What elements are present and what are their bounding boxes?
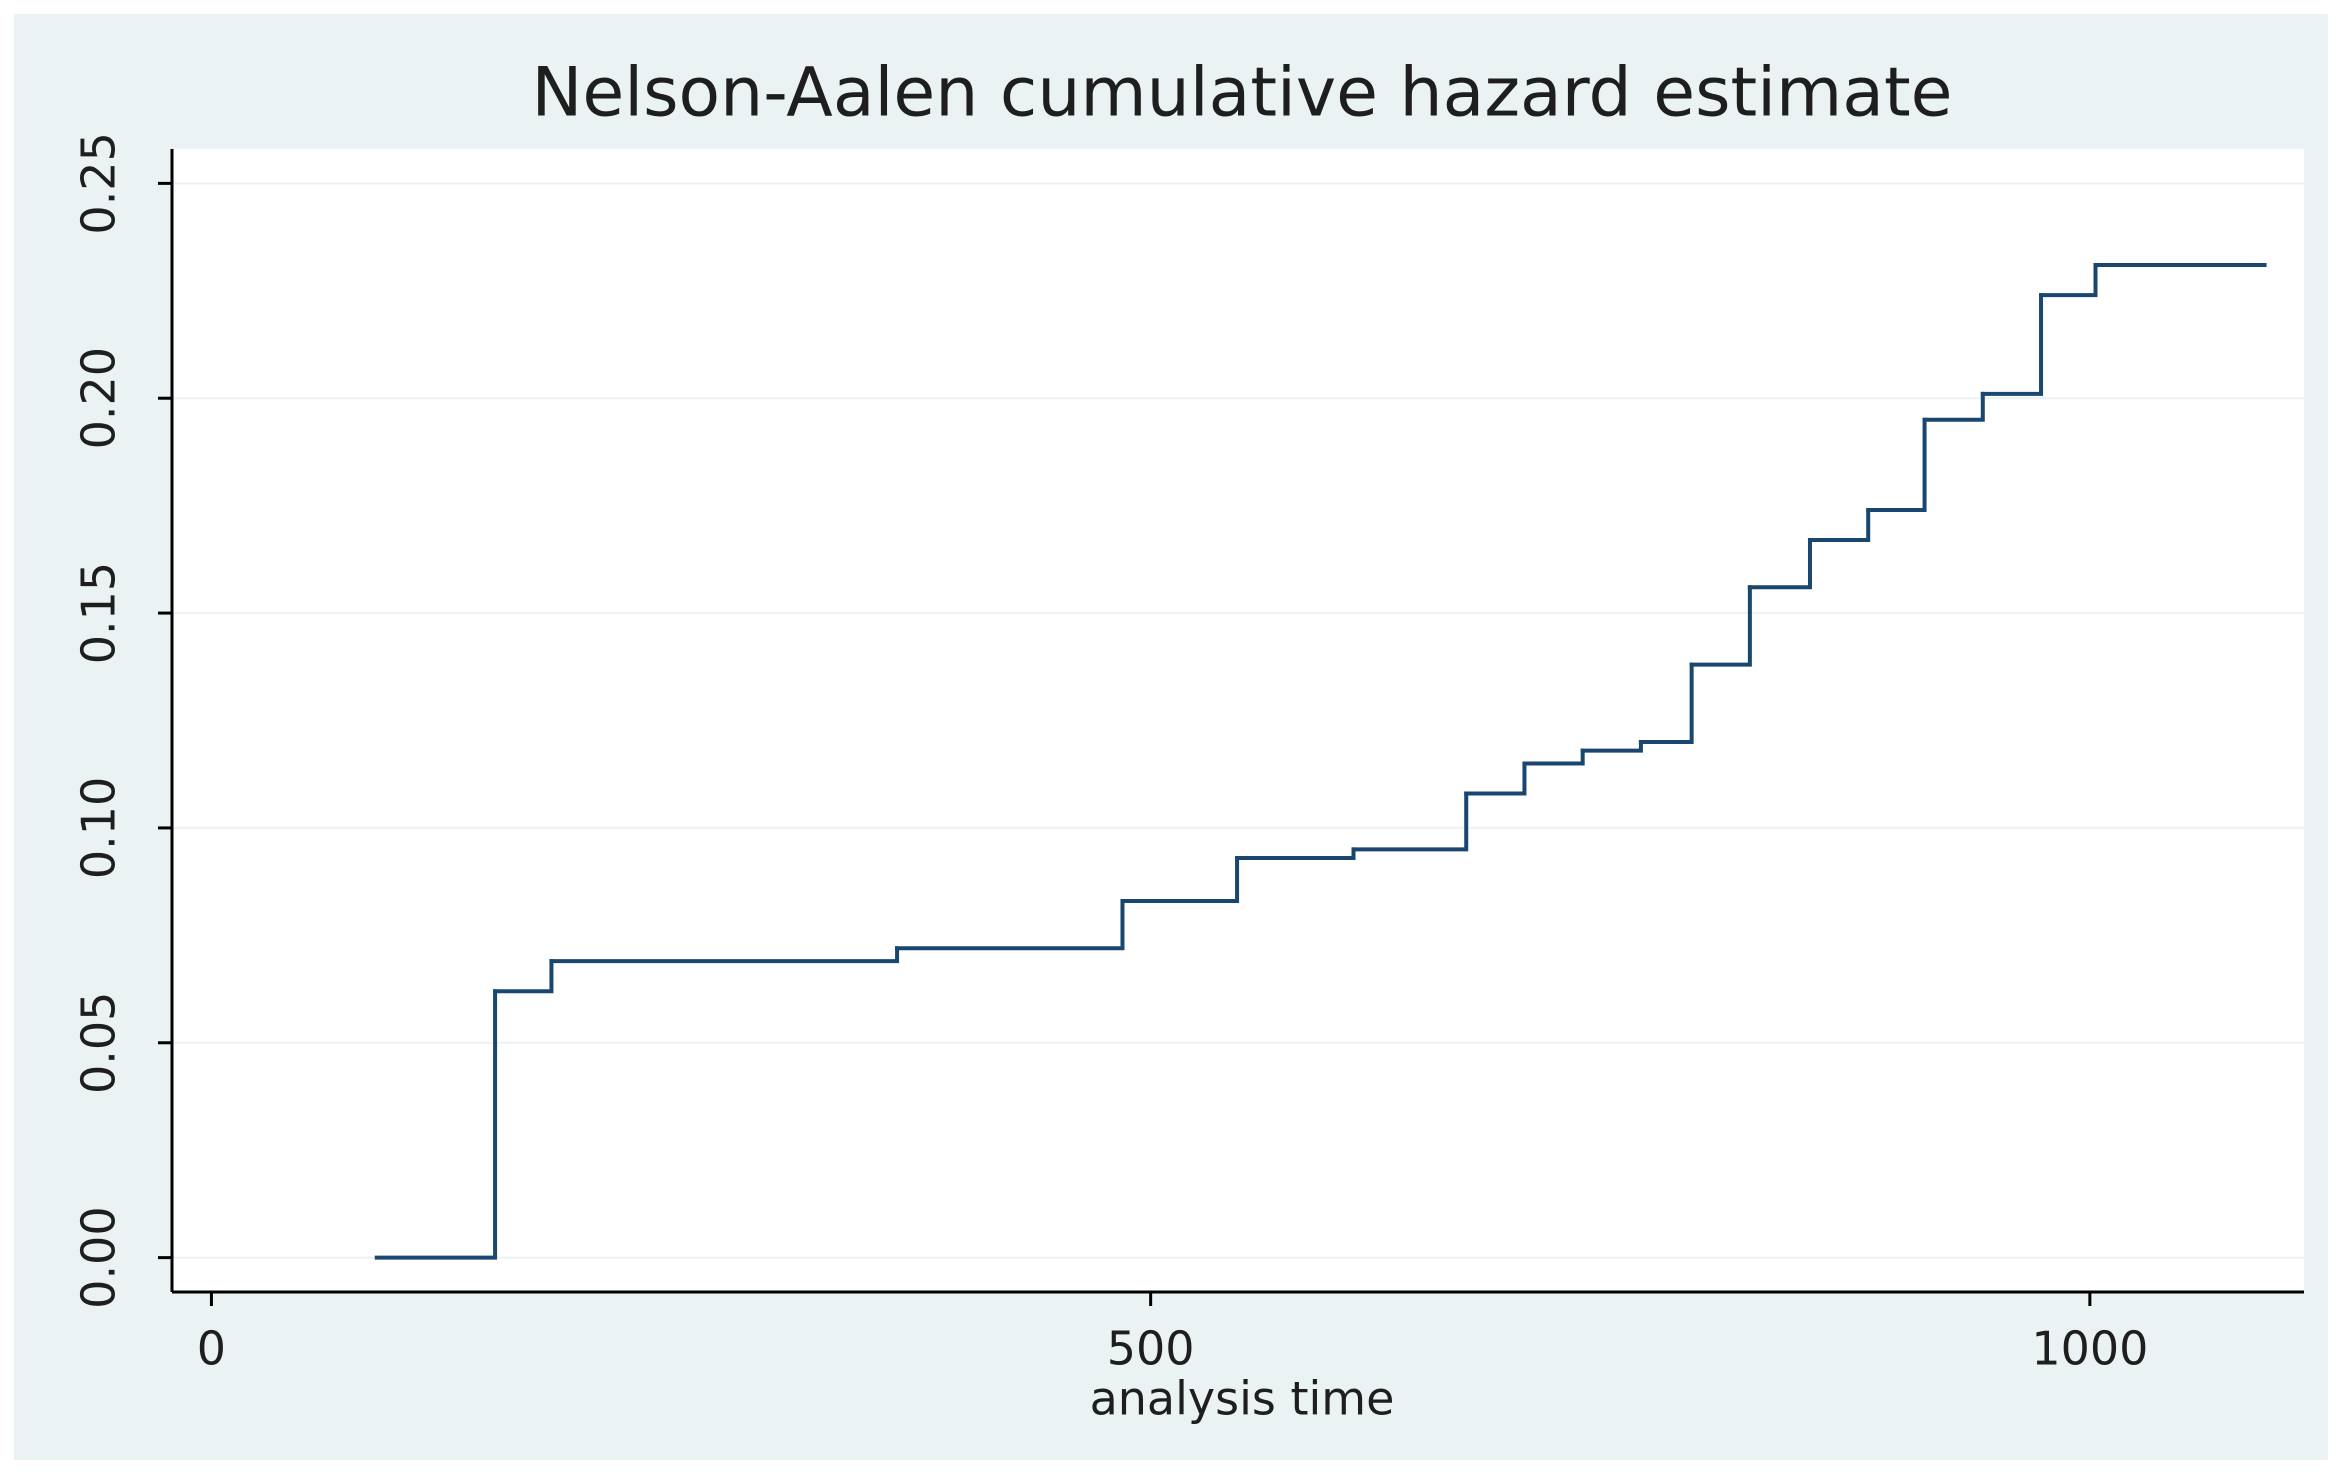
hazard-step xyxy=(374,989,498,1260)
hazard-step xyxy=(1807,507,1871,543)
hazard-step xyxy=(1980,293,2044,396)
hazard-step xyxy=(1689,585,1752,667)
x-axis-label: analysis time xyxy=(1090,1372,1395,1426)
y-tick-label: 0.15 xyxy=(72,562,126,664)
hazard-step xyxy=(1351,791,1469,852)
x-tick-label: 1000 xyxy=(2031,1322,2148,1376)
y-tick-label: 0.05 xyxy=(72,992,126,1094)
hazard-step xyxy=(493,959,554,994)
x-tick-label: 0 xyxy=(197,1322,226,1376)
hazard-step xyxy=(1866,417,1927,512)
hazard-step xyxy=(2039,263,2098,298)
hazard-step xyxy=(1464,761,1527,796)
plot-area xyxy=(172,149,2304,1292)
chart-title: Nelson-Aalen cumulative hazard estimate xyxy=(532,54,1953,133)
hazard-step xyxy=(1638,662,1694,744)
hazard-step xyxy=(1235,847,1356,861)
hazard-step xyxy=(1120,856,1240,903)
y-tick-label: 0.20 xyxy=(72,347,126,449)
hazard-step xyxy=(1580,739,1643,753)
hazard-step xyxy=(1522,748,1585,766)
hazard-step xyxy=(1922,391,1985,422)
x-tick-label: 500 xyxy=(1107,1322,1195,1376)
hazard-step xyxy=(895,898,1125,951)
y-tick-label: 0.25 xyxy=(72,132,126,234)
hazard-step xyxy=(549,946,900,964)
y-tick-label: 0.10 xyxy=(72,777,126,879)
hazard-step xyxy=(1747,538,1812,590)
y-tick-label: 0.00 xyxy=(72,1206,126,1308)
